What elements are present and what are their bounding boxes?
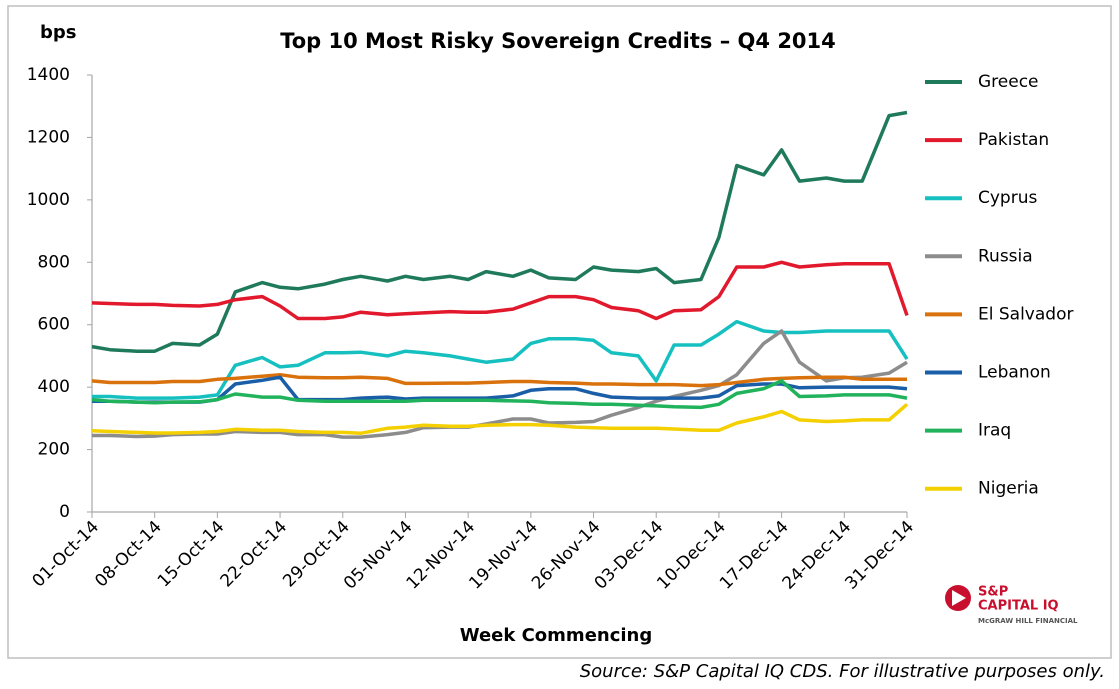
logo-text: S&P	[978, 585, 1008, 600]
logo-mark	[952, 590, 966, 606]
series-line	[91, 402, 909, 436]
y-tick-label: 1200	[27, 127, 70, 147]
logo-subtext: McGRAW HILL FINANCIAL	[978, 617, 1078, 625]
logo-text: CAPITAL IQ	[978, 599, 1059, 614]
legend-label: Cyprus	[978, 188, 1037, 208]
series-line	[91, 379, 908, 410]
source-note: Source: S&P Capital IQ CDS. For illustra…	[580, 661, 1105, 682]
legend-label: Iraq	[978, 421, 1011, 441]
y-tick-label: 800	[38, 252, 70, 272]
series-line	[91, 260, 909, 321]
y-tick-label: 400	[38, 377, 70, 397]
y-tick-label: 600	[38, 315, 70, 335]
legend-label: Russia	[978, 246, 1033, 266]
series-line	[91, 372, 907, 388]
series-line	[91, 110, 908, 353]
y-tick-label: 0	[59, 502, 70, 522]
logo: S&P CAPITAL IQ McGRAW HILL FINANCIAL	[945, 585, 1078, 625]
y-axis-label: bps	[40, 22, 76, 43]
legend-label: Lebanon	[978, 363, 1051, 383]
x-axis-label: Week Commencing	[460, 625, 653, 646]
series-line	[92, 329, 908, 439]
legend-label: El Salvador	[978, 304, 1073, 324]
y-tick-label: 1400	[27, 65, 70, 85]
legend-label: Nigeria	[978, 479, 1039, 499]
chart-frame	[7, 5, 1112, 659]
chart-title: Top 10 Most Risky Sovereign Credits – Q4…	[280, 29, 836, 53]
y-tick-label: 200	[38, 440, 70, 460]
legend-label: Pakistan	[978, 130, 1049, 150]
y-tick-label: 1000	[27, 190, 70, 210]
legend-label: Greece	[978, 72, 1039, 92]
